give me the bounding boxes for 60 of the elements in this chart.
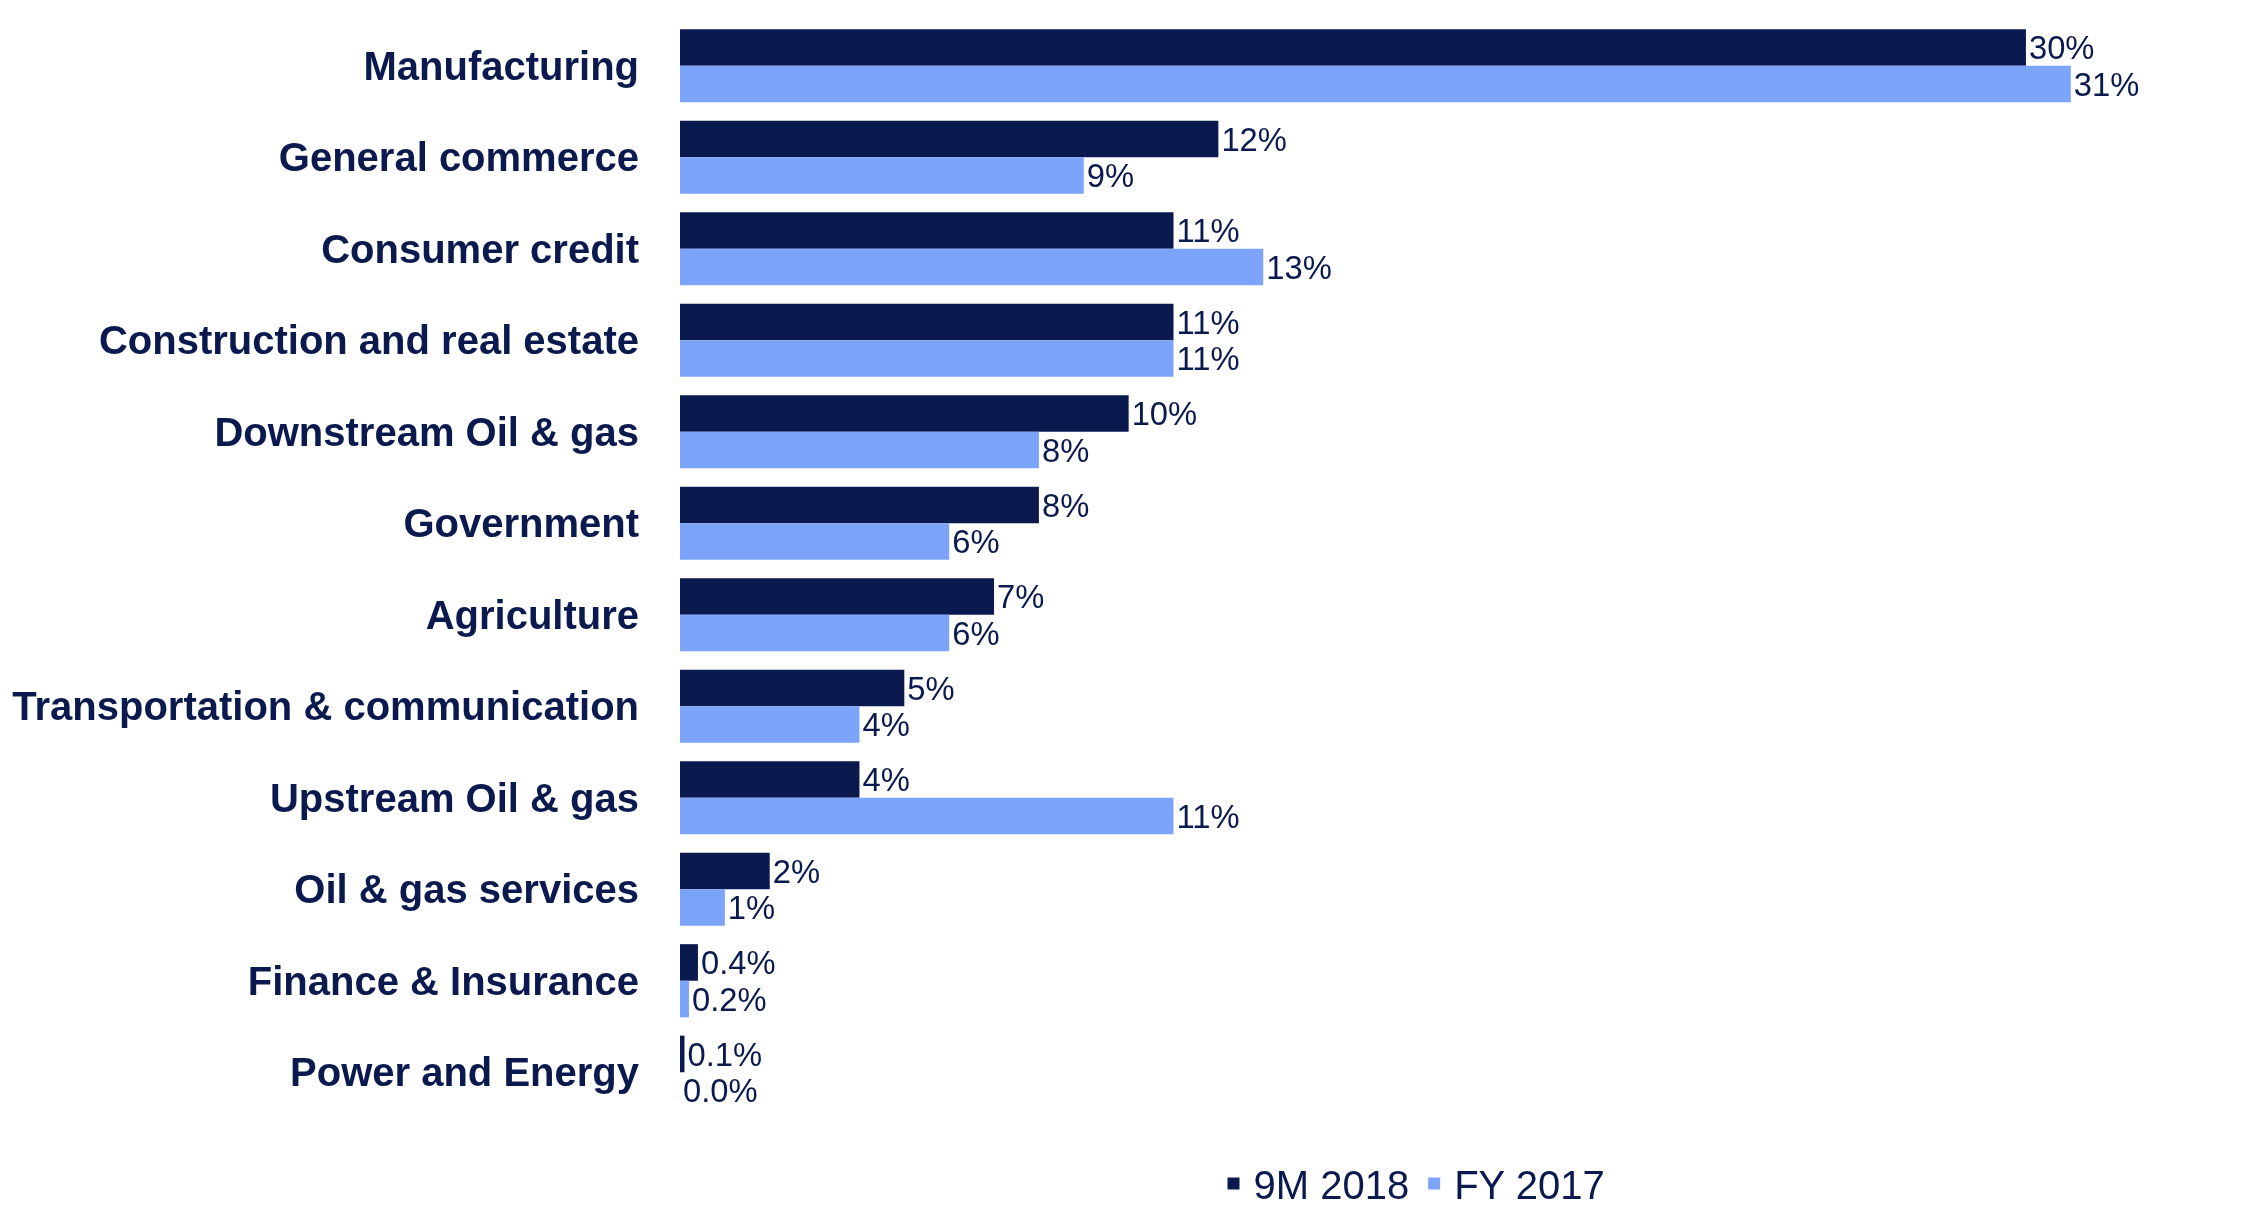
bar (680, 486, 1039, 524)
y-tick-label: Construction and real estate (98, 318, 639, 363)
data-label: 11% (1176, 340, 1240, 378)
bar (680, 523, 950, 560)
bar (680, 852, 770, 890)
bar (680, 340, 1174, 377)
data-label: 5% (907, 669, 955, 707)
bar (680, 29, 2026, 66)
data-label: 13% (1266, 248, 1332, 286)
data-label: 10% (1131, 395, 1198, 433)
y-tick-label: Power and Energy (290, 1050, 640, 1095)
bar (680, 889, 725, 926)
data-label: 0.4% (700, 944, 776, 982)
y-tick-label: Upstream Oil & gas (269, 775, 639, 820)
bar (680, 944, 698, 981)
bar (680, 578, 995, 615)
bar (680, 797, 1174, 835)
bar (680, 212, 1174, 249)
y-tick-label: Oil & gas services (294, 867, 639, 912)
data-label: 2% (772, 852, 821, 890)
data-label: 0.0% (683, 1072, 758, 1110)
data-label: 4% (862, 706, 910, 744)
data-label: 6% (952, 614, 1000, 652)
y-tick-label: Agriculture (425, 592, 639, 637)
bar (680, 65, 2071, 103)
data-label: 0.2% (691, 980, 767, 1018)
y-tick-label: General commerce (278, 135, 639, 180)
data-label: 11% (1176, 212, 1240, 250)
y-tick-label: Finance & Insurance (247, 958, 639, 1003)
bar (680, 248, 1264, 286)
y-tick-label: Manufacturing (363, 43, 639, 88)
bar (680, 706, 860, 743)
data-label: 31% (2073, 65, 2140, 103)
data-label: 9% (1086, 157, 1135, 195)
data-label: 4% (862, 761, 910, 799)
y-tick-label: Downstream Oil & gas (214, 409, 639, 454)
bar (680, 614, 950, 652)
y-tick-label: Transportation & communication (12, 684, 639, 729)
y-tick-label: Government (403, 501, 639, 546)
data-label: 11% (1176, 303, 1240, 341)
data-label: 8% (1041, 431, 1090, 469)
bar (680, 761, 860, 798)
data-label: 6% (952, 523, 1000, 561)
bar (680, 395, 1129, 432)
data-label: 0.1% (687, 1035, 763, 1073)
data-label: 8% (1041, 486, 1090, 524)
data-label: 12% (1221, 120, 1287, 158)
bar (680, 431, 1039, 469)
data-label: 30% (2028, 29, 2095, 67)
legend-label: 9M 2018 (1253, 1163, 1410, 1208)
legend-label: FY 2017 (1454, 1163, 1605, 1208)
bar (680, 120, 1219, 158)
data-label: 11% (1176, 797, 1240, 835)
data-label: 1% (727, 889, 776, 927)
data-label: 7% (997, 578, 1045, 616)
bar (680, 669, 905, 707)
bar (680, 980, 689, 1018)
bar (680, 157, 1084, 194)
y-tick-label: Consumer credit (321, 226, 639, 271)
bar (680, 303, 1174, 341)
